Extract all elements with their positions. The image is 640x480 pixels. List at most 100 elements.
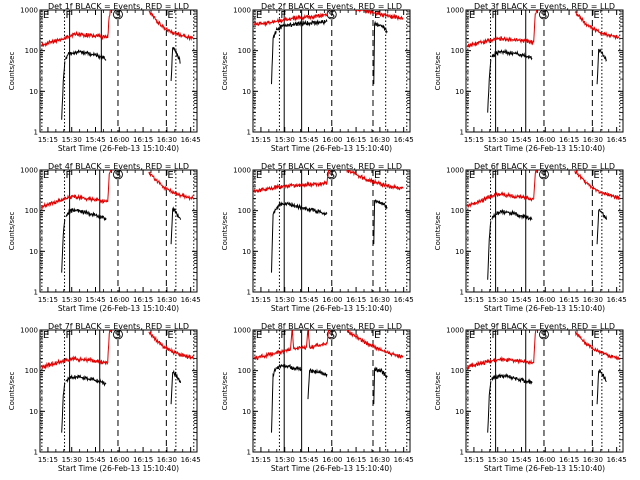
lld-line-segment xyxy=(107,170,112,202)
events-series xyxy=(61,206,182,273)
lld-line-segment xyxy=(326,330,330,344)
marker-label: S xyxy=(541,10,547,21)
x-tick-label: 16:00 xyxy=(322,136,342,144)
y-tick-label: 1 xyxy=(247,289,251,297)
lld-line-segment xyxy=(326,170,330,184)
x-tick-label: 15:45 xyxy=(511,136,531,144)
x-tick-label: 15:30 xyxy=(488,296,508,304)
x-tick-label: 16:00 xyxy=(109,296,129,304)
events-line-segment xyxy=(275,18,328,31)
panel-title: Det 3f BLACK = Events, RED = LLD xyxy=(474,2,615,11)
lld-line-segment xyxy=(346,170,404,191)
panel-title: Det 9f BLACK = Events, RED = LLD xyxy=(474,322,615,331)
y-axis-label: Counts/sec xyxy=(434,52,442,91)
x-tick-label: 15:15 xyxy=(38,296,58,304)
marker-label: E xyxy=(469,170,475,181)
panel-title: Det 1f BLACK = Events, RED = LLD xyxy=(48,2,189,11)
y-tick-label: 10 xyxy=(29,88,38,96)
x-tick-label: 16:15 xyxy=(559,136,579,144)
y-tick-label: 100 xyxy=(238,207,251,215)
x-tick-label: 16:45 xyxy=(181,456,201,464)
lld-line-segment xyxy=(533,10,538,43)
x-tick-label: 15:30 xyxy=(62,136,82,144)
x-tick-label: 16:30 xyxy=(370,296,390,304)
x-tick-label: 16:15 xyxy=(133,136,153,144)
plot-frame xyxy=(39,9,198,133)
lld-line-segment xyxy=(574,170,620,200)
events-series xyxy=(487,208,608,280)
marker-label: E xyxy=(256,330,262,341)
events-series xyxy=(271,18,388,85)
events-line-segment xyxy=(491,373,533,385)
x-tick-label: 16:30 xyxy=(157,136,177,144)
panel-4: Det 4f BLACK = Events, RED = LLD 1 10 100 10… xyxy=(8,162,201,313)
y-axis-label: Counts/sec xyxy=(8,372,16,411)
panel-title: Det 6f BLACK = Events, RED = LLD xyxy=(474,162,615,171)
x-tick-label: 15:45 xyxy=(85,136,105,144)
y-tick-label: 100 xyxy=(451,207,464,215)
x-tick-label: 16:30 xyxy=(157,456,177,464)
x-tick-label: 16:00 xyxy=(322,456,342,464)
lld-line-segment xyxy=(346,330,404,359)
x-tick-label: 16:45 xyxy=(607,136,627,144)
marker-s-ring xyxy=(326,169,337,180)
events-line-segment xyxy=(271,30,277,85)
panel-5: Det 5f BLACK = Events, RED = LLD 1 10 100 10… xyxy=(221,162,414,313)
x-tick-label: 15:15 xyxy=(251,456,271,464)
x-tick-label: 15:15 xyxy=(464,296,484,304)
y-tick-label: 1 xyxy=(34,129,38,137)
marker-label: E xyxy=(593,10,599,21)
panel-3: Det 3f BLACK = Events, RED = LLD 1 10 100 10… xyxy=(434,2,627,153)
marker-label: E xyxy=(256,170,262,181)
events-series xyxy=(487,368,607,433)
y-axis-label: Counts/sec xyxy=(8,52,16,91)
marker-label: E xyxy=(167,10,173,21)
x-tick-label: 16:00 xyxy=(109,456,129,464)
lld-line-segment xyxy=(466,191,534,208)
x-tick-label: 15:15 xyxy=(464,456,484,464)
x-tick-label: 16:15 xyxy=(346,296,366,304)
y-tick-label: 1 xyxy=(247,449,251,457)
marker-label: F xyxy=(280,330,286,341)
x-tick-label: 15:15 xyxy=(251,296,271,304)
marker-s-ring xyxy=(113,169,123,180)
y-tick-label: 10 xyxy=(455,408,464,416)
lld-line-segment xyxy=(533,330,537,363)
events-line-segment xyxy=(61,61,66,120)
x-tick-label: 16:15 xyxy=(346,136,366,144)
y-tick-label: 100 xyxy=(451,47,464,55)
x-tick-label: 16:15 xyxy=(133,296,153,304)
panel-2: Det 2f BLACK = Events, RED = LLD 1 10 100 10… xyxy=(221,2,414,153)
panel-9: Det 9f BLACK = Events, RED = LLD 1 10 100 10… xyxy=(434,322,627,473)
events-line-segment xyxy=(491,208,533,222)
lld-series xyxy=(466,330,620,370)
events-line-segment xyxy=(65,207,107,222)
x-tick-label: 16:15 xyxy=(559,456,579,464)
x-tick-label: 16:45 xyxy=(607,456,627,464)
lld-line-segment xyxy=(466,355,535,370)
y-tick-label: 100 xyxy=(238,367,251,375)
x-tick-label: 16:45 xyxy=(394,296,414,304)
y-axis-label: Counts/sec xyxy=(8,212,16,251)
events-line-segment xyxy=(596,208,608,245)
events-line-segment xyxy=(491,48,533,61)
x-axis-label: Start Time (26-Feb-13 15:10:40) xyxy=(58,144,179,153)
marker-label: E xyxy=(43,10,49,21)
x-tick-label: 16:30 xyxy=(370,456,390,464)
marker-label: S xyxy=(541,170,547,181)
x-tick-label: 16:30 xyxy=(370,136,390,144)
panel-8: Det 8f BLACK = Events, RED = LLD 1 10 100 10… xyxy=(221,322,414,473)
marker-label: S xyxy=(115,10,121,21)
marker-label: F xyxy=(66,330,72,341)
y-tick-label: 1 xyxy=(460,129,464,137)
marker-label: F xyxy=(492,170,498,181)
x-tick-label: 16:00 xyxy=(535,456,555,464)
marker-label: E xyxy=(43,330,49,341)
marker-s-ring xyxy=(326,329,337,340)
y-axis-label: Counts/sec xyxy=(434,212,442,251)
marker-label: E xyxy=(256,10,262,21)
marker-label: E xyxy=(167,330,173,341)
y-tick-label: 100 xyxy=(451,367,464,375)
x-axis-label: Start Time (26-Feb-13 15:10:40) xyxy=(484,304,605,313)
